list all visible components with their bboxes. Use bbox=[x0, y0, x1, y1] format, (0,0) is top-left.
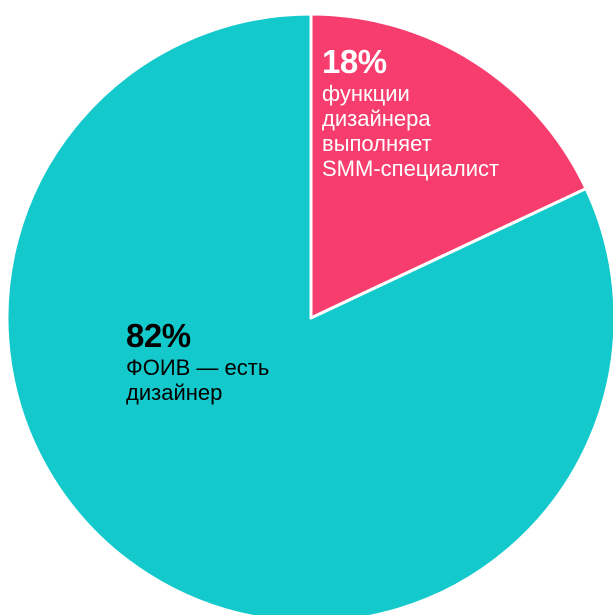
slice-value-designer: 82% bbox=[126, 317, 191, 354]
pie-slice-designer bbox=[5, 12, 613, 615]
slice-text-designer: ФОИВ — есть дизайнер bbox=[126, 355, 270, 405]
slice-text-smm: функции дизайнера выполняет SMM-специали… bbox=[322, 81, 500, 181]
pie-slice-smm bbox=[309, 12, 588, 320]
slice-value-smm: 18% bbox=[322, 43, 387, 80]
pie-slices bbox=[5, 12, 613, 615]
slice-label-smm: 18% функции дизайнера выполняет SMM-спец… bbox=[322, 43, 562, 181]
slice-label-designer: 82% ФОИВ — есть дизайнер bbox=[126, 317, 366, 405]
